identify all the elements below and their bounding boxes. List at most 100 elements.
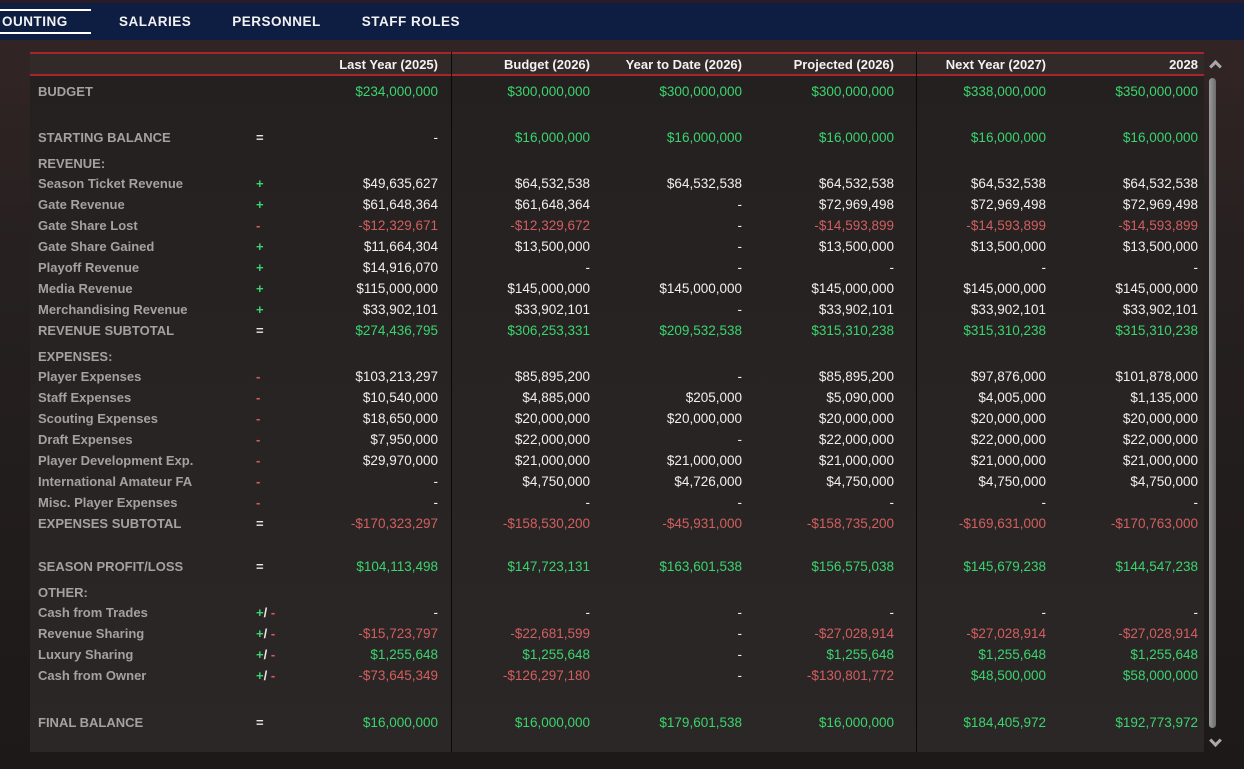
value-cell: $338,000,000	[963, 84, 1046, 99]
row-operator: -	[256, 390, 261, 405]
value-cell: $4,005,000	[978, 390, 1046, 405]
value-cell: -	[1041, 605, 1047, 620]
value-cell: $33,902,101	[970, 302, 1046, 317]
value-cell: $13,500,000	[1122, 239, 1198, 254]
value-cell: $72,969,498	[818, 197, 894, 212]
table-header-row: Last Year (2025) Budget (2026) Year to D…	[30, 52, 1204, 76]
value-cell: -$14,593,899	[1118, 218, 1198, 233]
value-cell: $64,532,538	[818, 176, 894, 191]
value-cell: -	[737, 647, 743, 662]
value-cell: $22,000,000	[1122, 432, 1198, 447]
row-label: Merchandising Revenue	[38, 302, 188, 317]
scroll-down-button[interactable]	[1206, 733, 1224, 752]
row-label: BUDGET	[38, 84, 93, 99]
table-row: Gate Revenue + $61,648,364 $61,648,364 - $72,…	[30, 194, 1204, 215]
value-cell: $13,500,000	[818, 239, 894, 254]
value-cell: -$170,323,297	[350, 516, 438, 531]
value-cell: $1,255,648	[1130, 647, 1198, 662]
value-cell: -$14,593,899	[814, 218, 894, 233]
row-operator: +	[256, 260, 264, 275]
value-cell: $179,601,538	[659, 715, 742, 730]
value-cell: $21,000,000	[1122, 453, 1198, 468]
value-cell: -	[737, 197, 743, 212]
column-divider	[451, 52, 452, 752]
value-cell: $33,902,101	[514, 302, 590, 317]
value-cell: -	[433, 495, 439, 510]
value-cell: $48,500,000	[970, 668, 1046, 683]
table-row: Season Ticket Revenue + $49,635,627 $64,532…	[30, 173, 1204, 194]
value-cell: $145,679,238	[963, 559, 1046, 574]
value-cell: $13,500,000	[514, 239, 590, 254]
value-cell: $16,000,000	[362, 715, 438, 730]
spacer-row	[30, 686, 1204, 712]
table-row: Staff Expenses - $10,540,000 $4,885,000 $205…	[30, 387, 1204, 408]
value-cell: $115,000,000	[356, 281, 438, 296]
row-operator: +/ -	[256, 647, 276, 662]
value-cell: -	[1193, 260, 1199, 275]
row-operator: =	[256, 715, 264, 730]
table-row: Cash from Trades +/ - - - - - - -	[30, 602, 1204, 623]
value-cell: -$12,329,671	[358, 218, 438, 233]
tab-salaries[interactable]: SALARIES	[119, 14, 192, 29]
value-cell: $85,895,200	[818, 369, 894, 384]
value-cell: -$126,297,180	[502, 668, 590, 683]
row-label: STARTING BALANCE	[38, 130, 171, 145]
top-navigation-bar: OUNTING SALARIES PERSONNEL STAFF ROLES	[0, 3, 1244, 40]
value-cell: -	[737, 626, 743, 641]
column-header-budget: Budget (2026)	[504, 56, 590, 72]
value-cell: $104,113,498	[356, 559, 438, 574]
scroll-up-button[interactable]	[1206, 54, 1224, 73]
value-cell: $16,000,000	[818, 130, 894, 145]
row-operator: -	[256, 411, 261, 426]
column-header-last-year: Last Year (2025)	[339, 56, 438, 72]
value-cell: $16,000,000	[818, 715, 894, 730]
row-label: Season Ticket Revenue	[38, 176, 183, 191]
tab-personnel[interactable]: PERSONNEL	[232, 14, 321, 29]
value-cell: $13,500,000	[970, 239, 1046, 254]
value-cell: $205,000	[685, 390, 742, 405]
value-cell: -$170,763,000	[1110, 516, 1198, 531]
row-operator: +	[256, 176, 264, 191]
scrollbar-thumb[interactable]	[1209, 78, 1216, 728]
value-cell: $274,436,795	[355, 323, 438, 338]
chevron-down-icon	[1208, 733, 1222, 747]
table-row: Gate Share Gained + $11,664,304 $13,500,000…	[30, 236, 1204, 257]
row-label: International Amateur FA	[38, 474, 193, 489]
row-label: Gate Share Lost	[38, 218, 138, 233]
value-cell: $64,532,538	[514, 176, 590, 191]
value-cell: -	[737, 432, 743, 447]
table-row: REVENUE SUBTOTAL = $274,436,795 $306,253,33…	[30, 320, 1204, 341]
row-operator: -	[256, 218, 261, 233]
value-cell: -	[737, 495, 743, 510]
value-cell: $145,000,000	[811, 281, 894, 296]
value-cell: $1,135,000	[1130, 390, 1198, 405]
value-cell: -	[1041, 260, 1047, 275]
value-cell: $209,532,538	[659, 323, 742, 338]
value-cell: $11,664,304	[363, 239, 438, 254]
value-cell: $33,902,101	[818, 302, 894, 317]
value-cell: $103,213,297	[355, 369, 438, 384]
tab-staff-roles[interactable]: STAFF ROLES	[361, 14, 461, 29]
value-cell: $145,000,000	[659, 281, 742, 296]
value-cell: $10,540,000	[362, 390, 438, 405]
value-cell: $4,750,000	[522, 474, 590, 489]
table-row: SEASON PROFIT/LOSS = $104,113,498 $147,723,…	[30, 556, 1204, 577]
table-row: Misc. Player Expenses - - - - - - -	[30, 492, 1204, 513]
row-label: Cash from Owner	[38, 668, 147, 683]
tab-accounting[interactable]: OUNTING	[0, 9, 91, 34]
value-cell: $163,601,538	[659, 559, 742, 574]
value-cell: $156,575,038	[811, 559, 894, 574]
value-cell: $72,969,498	[970, 197, 1046, 212]
row-operator: -	[256, 474, 261, 489]
value-cell: -$15,723,797	[358, 626, 438, 641]
row-label: Player Development Exp.	[38, 453, 194, 468]
table-row: STARTING BALANCE = - $16,000,000 $16,000,000…	[30, 127, 1204, 148]
row-label: Revenue Sharing	[38, 626, 145, 641]
value-cell: $85,895,200	[514, 369, 590, 384]
value-cell: $7,950,000	[370, 432, 438, 447]
value-cell: -	[433, 605, 439, 620]
value-cell: $16,000,000	[666, 130, 742, 145]
value-cell: $145,000,000	[1115, 281, 1198, 296]
value-cell: $61,648,364	[514, 197, 590, 212]
column-header-2028: 2028	[1169, 56, 1198, 72]
